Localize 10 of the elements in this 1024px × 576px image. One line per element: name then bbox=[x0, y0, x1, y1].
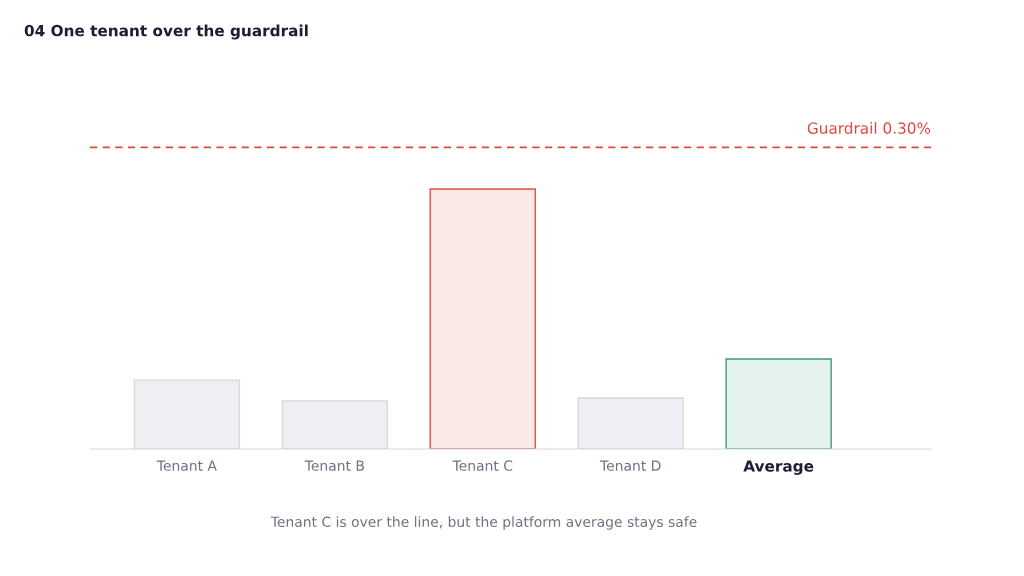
ref-line-label: Guardrail 0.30% bbox=[807, 122, 931, 134]
text: Tenant C is over the line, but the platform average stays safe bbox=[270, 516, 697, 530]
chart-title: 04 One tenant over the guardrail bbox=[24, 24, 308, 40]
x-tick-label: Tenant A bbox=[156, 460, 217, 471]
x-tick-label: Tenant D bbox=[599, 460, 661, 471]
x-tick-label: Tenant B bbox=[304, 460, 364, 471]
x-tick-label: Average bbox=[743, 460, 814, 475]
bar bbox=[725, 358, 832, 449]
x-tick-label: Tenant C bbox=[452, 460, 513, 471]
bar bbox=[429, 188, 536, 449]
